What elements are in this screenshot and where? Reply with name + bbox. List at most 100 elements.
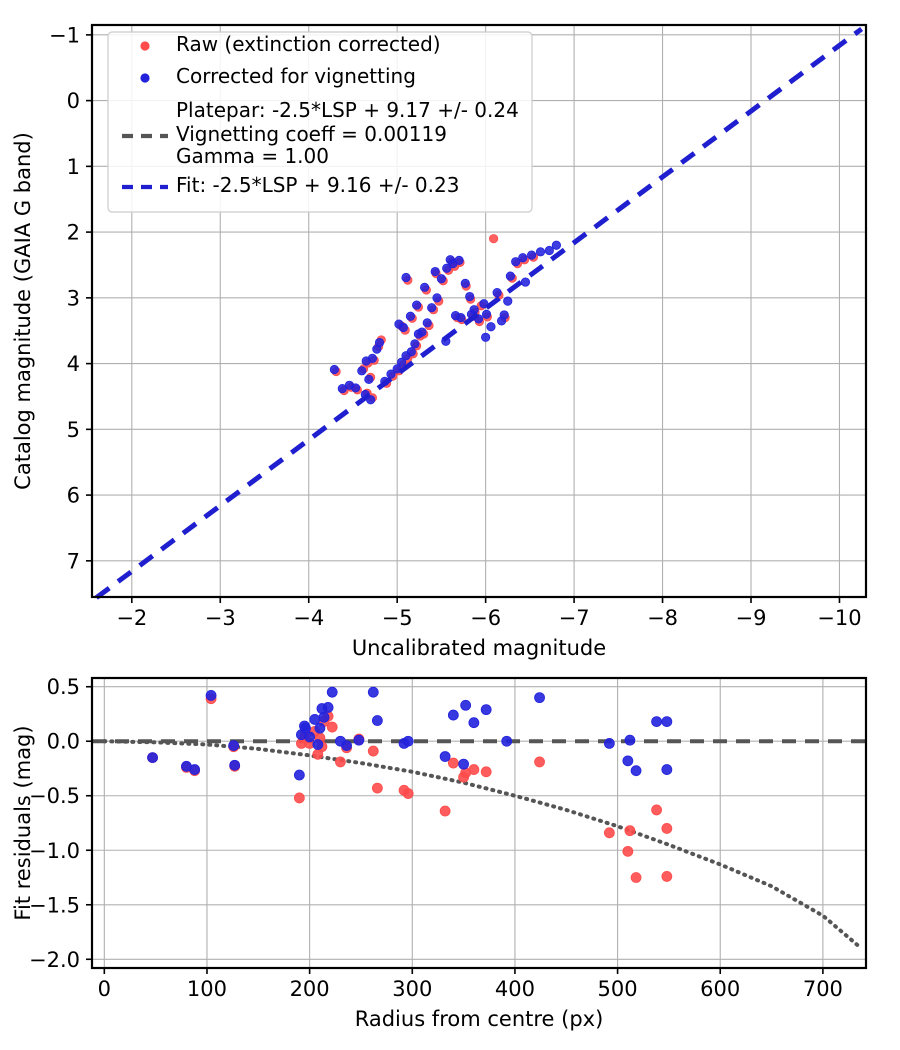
data-point: [337, 383, 347, 394]
data-point: [468, 717, 480, 729]
fit-line-dashed: [94, 26, 864, 600]
x-tick-label: 600: [700, 977, 740, 1001]
data-point: [661, 716, 673, 728]
y-tick-label: 7: [67, 549, 80, 573]
legend-box: [107, 31, 533, 213]
data-point: [624, 734, 636, 746]
data-point: [427, 303, 437, 313]
data-point: [486, 322, 496, 332]
data-point: [501, 735, 513, 747]
data-point: [293, 792, 305, 804]
data-point: [447, 709, 459, 721]
x-tick-label: −7: [559, 606, 590, 630]
data-point: [460, 278, 470, 288]
data-point: [535, 247, 546, 257]
data-point: [534, 756, 545, 768]
data-point: [322, 702, 334, 713]
residuals-axes: 0 100 200 300 400 500 600 700 0.5 0.0 −0.5 −1.0 −1.5…: [11, 675, 868, 1031]
data-point: [304, 731, 316, 743]
calibration-tick-marks: [86, 34, 841, 603]
data-point: [405, 311, 416, 321]
x-tick-label: −5: [382, 606, 413, 630]
axes-frame: [90, 676, 868, 970]
data-point: [447, 757, 459, 769]
data-point: [603, 827, 615, 839]
data-point: [468, 764, 480, 775]
data-point: [651, 716, 662, 728]
data-point: [480, 704, 492, 716]
data-point: [353, 734, 365, 746]
calibration-axis-frame: [90, 23, 868, 599]
x-tick-label: −9: [736, 606, 767, 630]
y-tick-label: 4: [67, 352, 80, 376]
y-tick-label: 1: [67, 155, 80, 179]
y-tick-label: −1: [49, 23, 80, 47]
residuals-x-axis-label: Radius from centre (px): [355, 1007, 604, 1031]
calibration-y-axis-label: Catalog magnitude (GAIA G band): [11, 132, 35, 490]
data-point: [439, 751, 451, 762]
calibration-fit-line: [94, 26, 864, 600]
axes-frame: [90, 23, 868, 599]
data-point: [439, 805, 451, 817]
data-point: [480, 766, 492, 778]
x-tick-label: 400: [495, 977, 535, 1001]
legend-label: Platepar: -2.5*LSP + 9.17 +/- 0.24: [176, 98, 519, 122]
data-point: [335, 756, 346, 768]
data-point: [505, 271, 515, 281]
residuals-plot-area: [92, 678, 866, 968]
data-point: [520, 277, 531, 287]
data-point: [551, 240, 562, 250]
data-point: [401, 351, 411, 361]
data-point: [326, 721, 338, 733]
data-point: [496, 316, 507, 326]
data-point: [357, 366, 367, 376]
y-tick-label: 0.0: [47, 730, 80, 754]
data-point: [398, 322, 408, 333]
data-point: [300, 722, 311, 734]
data-point: [361, 356, 371, 366]
series-corrected: [147, 686, 673, 781]
x-tick-label: −8: [647, 606, 678, 630]
data-point: [430, 266, 440, 277]
residuals-tick-marks: [86, 685, 824, 974]
data-point: [229, 759, 241, 771]
x-tick-label: −6: [470, 606, 501, 630]
x-tick-label: −3: [205, 606, 236, 630]
data-point: [412, 300, 422, 310]
data-point: [402, 735, 414, 747]
y-tick-label: 0: [67, 89, 80, 113]
data-point: [205, 690, 217, 701]
legend-label: Fit: -2.5*LSP + 9.16 +/- 0.23: [176, 173, 459, 197]
data-point: [458, 771, 470, 783]
data-point: [386, 369, 396, 379]
legend-label: Gamma = 1.00: [176, 144, 329, 168]
y-tick-label: −2.0: [29, 948, 80, 972]
data-point: [503, 296, 513, 306]
data-point: [492, 287, 502, 298]
data-point: [442, 263, 452, 273]
y-tick-label: 2: [67, 221, 80, 245]
legend-label: Raw (extinction corrected): [176, 32, 441, 56]
data-point: [367, 686, 379, 698]
x-tick-label: 700: [803, 977, 843, 1001]
data-point: [293, 769, 305, 781]
legend-label: Corrected for vignetting: [176, 64, 416, 88]
x-tick-label: 300: [392, 977, 432, 1001]
data-point: [410, 339, 420, 349]
residuals-y-axis-label: Fit residuals (mag): [11, 725, 35, 920]
data-point: [371, 715, 383, 726]
data-point: [413, 329, 424, 339]
data-point: [534, 692, 545, 704]
data-point: [488, 234, 499, 244]
data-point: [436, 274, 447, 284]
y-tick-label: 0.5: [47, 675, 80, 699]
data-point: [374, 337, 385, 348]
data-point: [624, 825, 636, 837]
data-point: [314, 722, 326, 734]
data-point: [228, 740, 240, 751]
legend-marker-dot: [140, 41, 150, 51]
data-point: [458, 758, 470, 770]
data-point: [630, 872, 642, 883]
